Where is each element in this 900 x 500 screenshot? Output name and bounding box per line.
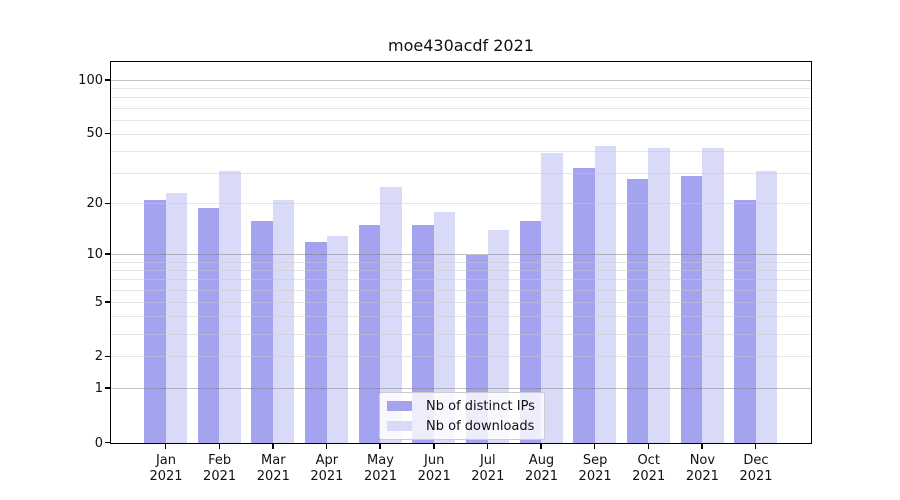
x-tick-mark-mar xyxy=(272,442,274,449)
bar-distinct-ips-apr xyxy=(305,241,327,444)
bar-downloads-feb xyxy=(219,170,241,444)
legend-label-downloads: Nb of downloads xyxy=(426,418,535,434)
x-tick-label-oct: Oct 2021 xyxy=(632,453,666,484)
x-tick-label-may: May 2021 xyxy=(363,453,398,484)
x-tick-mark-feb xyxy=(218,442,220,449)
x-tick-label-sep: Sep 2021 xyxy=(578,453,612,484)
x-tick-mark-jul xyxy=(486,442,489,449)
bar-distinct-ips-dec xyxy=(734,200,756,444)
bar-downloads-may xyxy=(380,187,402,444)
y-tick-mark-0 xyxy=(104,441,111,444)
y-tick-mark-10 xyxy=(104,253,111,255)
y-tick-label-10: 10 xyxy=(86,247,103,262)
legend-swatch-downloads xyxy=(387,421,412,431)
x-tick-label-dec: Dec 2021 xyxy=(739,453,773,484)
x-tick-label-mar: Mar 2021 xyxy=(256,453,290,484)
y-tick-mark-2 xyxy=(104,355,111,357)
x-tick-label-apr: Apr 2021 xyxy=(310,453,344,484)
gridline-50 xyxy=(110,133,812,135)
legend-swatch-distinct-ips xyxy=(387,401,412,411)
x-tick-mark-sep xyxy=(594,442,596,449)
x-tick-label-nov: Nov 2021 xyxy=(685,453,719,484)
bar-downloads-jun xyxy=(433,211,456,444)
bar-downloads-sep xyxy=(594,145,617,444)
y-tick-mark-20 xyxy=(104,202,111,205)
legend-item-distinct-ips: Nb of distinct IPs xyxy=(387,396,535,416)
y-tick-mark-1 xyxy=(104,387,111,389)
bar-downloads-dec xyxy=(755,170,778,444)
y-tick-label-2: 2 xyxy=(94,349,103,365)
x-tick-mark-dec xyxy=(754,442,757,449)
x-tick-label-jul: Jul 2021 xyxy=(471,453,505,484)
bar-downloads-aug xyxy=(541,153,563,444)
x-tick-mark-apr xyxy=(325,442,328,449)
x-tick-label-aug: Aug 2021 xyxy=(524,453,559,484)
chart-title: moe430acdf 2021 xyxy=(388,36,534,55)
y-tick-label-0: 0 xyxy=(94,435,103,451)
y-tick-mark-50 xyxy=(104,132,111,135)
x-tick-label-jun: Jun 2021 xyxy=(417,453,451,484)
y-tick-label-50: 50 xyxy=(86,126,103,142)
y-tick-label-1: 1 xyxy=(94,381,103,396)
bar-downloads-oct xyxy=(648,147,670,444)
y-tick-mark-100 xyxy=(104,79,111,81)
bar-distinct-ips-aug xyxy=(519,220,542,444)
x-tick-label-feb: Feb 2021 xyxy=(203,453,237,484)
y-tick-mark-5 xyxy=(104,301,111,303)
gridline-70 xyxy=(110,107,812,109)
bar-downloads-jan xyxy=(165,193,188,444)
bar-distinct-ips-sep xyxy=(573,168,595,444)
gridline-60 xyxy=(110,119,812,121)
legend-label-distinct-ips: Nb of distinct IPs xyxy=(426,398,535,414)
gridline-80 xyxy=(110,97,812,99)
bar-downloads-jul xyxy=(487,230,509,444)
legend: Nb of distinct IPs Nb of downloads xyxy=(379,392,545,440)
bar-downloads-nov xyxy=(702,147,724,444)
bar-distinct-ips-feb xyxy=(197,207,220,444)
x-tick-label-jan: Jan 2021 xyxy=(149,453,183,484)
bar-downloads-apr xyxy=(326,235,349,444)
x-tick-mark-may xyxy=(379,442,381,449)
y-tick-label-5: 5 xyxy=(94,294,103,310)
x-tick-mark-aug xyxy=(540,442,542,449)
bar-distinct-ips-oct xyxy=(626,178,649,444)
bar-distinct-ips-jan xyxy=(144,200,166,444)
x-tick-mark-nov xyxy=(701,442,703,449)
x-tick-mark-jan xyxy=(164,442,167,449)
legend-item-downloads: Nb of downloads xyxy=(387,416,535,436)
y-tick-label-100: 100 xyxy=(78,72,103,88)
gridline-90 xyxy=(110,88,812,90)
bar-distinct-ips-mar xyxy=(251,220,273,444)
plot-area xyxy=(104,60,813,449)
bar-distinct-ips-nov xyxy=(680,175,703,444)
gridline-100 xyxy=(110,79,812,81)
bar-downloads-mar xyxy=(272,200,295,444)
x-tick-mark-jun xyxy=(433,442,435,449)
y-tick-label-20: 20 xyxy=(86,196,103,212)
bar-distinct-ips-may xyxy=(358,225,381,444)
x-tick-mark-oct xyxy=(647,442,650,449)
